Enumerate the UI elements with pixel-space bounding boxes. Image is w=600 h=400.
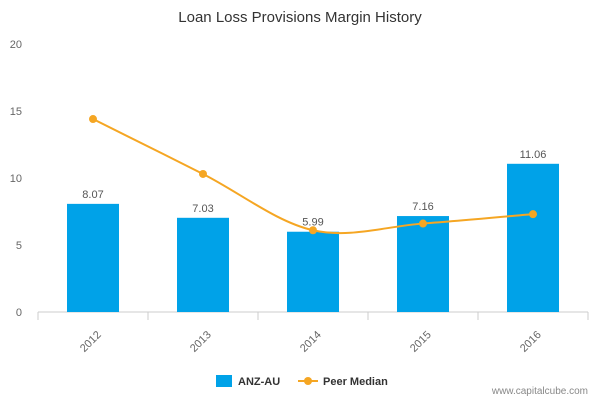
bar-data-label: 7.03 — [192, 203, 213, 215]
bar — [67, 203, 119, 312]
peer-median-point — [419, 219, 427, 228]
y-tick-label: 10 — [10, 173, 22, 185]
x-tick-label: 2014 — [298, 329, 324, 355]
y-tick-label: 0 — [16, 307, 22, 319]
legend-label-peer: Peer Median — [323, 376, 388, 388]
chart-title: Loan Loss Provisions Margin History — [178, 9, 422, 26]
y-tick-label: 15 — [10, 106, 22, 118]
peer-median-point — [199, 169, 207, 178]
bar-data-label: 5.99 — [302, 217, 323, 229]
legend-label-anz: ANZ-AU — [238, 376, 280, 388]
bar — [397, 216, 449, 312]
bar — [507, 163, 559, 312]
x-tick-label: 2015 — [408, 329, 434, 355]
bar-series: 8.07 7.03 5.99 7.16 11.06 — [67, 149, 559, 312]
peer-median-point — [309, 226, 317, 235]
x-tick-label: 2012 — [78, 329, 104, 355]
legend-swatch-anz — [216, 375, 232, 387]
bar-data-label: 7.16 — [412, 201, 433, 213]
bar — [177, 217, 229, 312]
peer-median-point — [89, 115, 97, 124]
bar — [287, 231, 339, 312]
y-axis: 0 5 10 15 20 — [10, 39, 22, 319]
bar-data-label: 8.07 — [82, 189, 103, 201]
x-axis: 2012 2013 2014 2015 2016 — [37, 311, 589, 355]
legend-marker-peer — [304, 377, 312, 385]
bar-data-label: 11.06 — [520, 149, 547, 161]
credit-text: www.capitalcube.com — [491, 386, 588, 397]
y-tick-label: 5 — [16, 240, 22, 252]
y-tick-label: 20 — [10, 39, 22, 51]
line-series — [89, 115, 537, 235]
x-tick-label: 2016 — [518, 329, 544, 355]
peer-median-point — [529, 210, 537, 219]
x-tick-label: 2013 — [188, 329, 214, 355]
legend: ANZ-AU Peer Median — [216, 375, 388, 388]
